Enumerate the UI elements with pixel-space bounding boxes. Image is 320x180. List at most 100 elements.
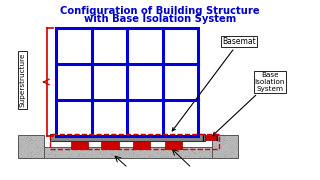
Point: [157, 156, 162, 159]
Point: [52, 155, 58, 158]
Point: [48, 151, 53, 154]
Point: [183, 156, 188, 158]
Point: [21, 135, 27, 138]
Point: [220, 143, 226, 146]
Point: [214, 155, 219, 158]
Point: [52, 154, 57, 156]
Point: [229, 151, 234, 154]
Point: [46, 152, 51, 155]
Point: [222, 150, 228, 153]
Point: [53, 146, 59, 149]
Point: [19, 152, 24, 155]
Point: [76, 151, 82, 154]
Point: [178, 147, 183, 150]
Point: [166, 154, 171, 157]
Point: [63, 151, 68, 154]
Point: [25, 156, 30, 159]
Point: [145, 147, 150, 149]
Point: [220, 138, 226, 141]
Point: [18, 154, 23, 157]
Point: [39, 155, 44, 158]
Point: [141, 150, 147, 153]
Point: [212, 152, 217, 155]
Point: [24, 155, 29, 158]
Point: [110, 151, 115, 154]
Point: [231, 149, 236, 152]
Point: [230, 148, 235, 151]
Point: [146, 155, 151, 158]
Point: [155, 150, 160, 153]
Point: [182, 155, 188, 158]
Point: [39, 136, 44, 139]
Point: [30, 155, 36, 158]
Point: [77, 147, 82, 149]
Point: [77, 154, 82, 157]
Point: [94, 156, 99, 158]
Point: [59, 150, 64, 152]
Point: [108, 152, 114, 155]
Point: [128, 146, 133, 149]
Point: [76, 149, 81, 152]
Bar: [165, 141, 182, 149]
Point: [42, 149, 47, 152]
Point: [27, 143, 32, 146]
Point: [27, 138, 32, 140]
Point: [24, 155, 29, 158]
Point: [131, 150, 136, 153]
Point: [40, 148, 45, 150]
Point: [84, 147, 89, 149]
Point: [98, 152, 103, 155]
Point: [66, 155, 71, 158]
Point: [36, 146, 42, 149]
Point: [154, 155, 159, 158]
Point: [100, 152, 105, 155]
Point: [181, 154, 186, 157]
Point: [224, 139, 229, 142]
Point: [117, 146, 122, 149]
Point: [99, 154, 104, 157]
Point: [213, 146, 219, 149]
Point: [160, 152, 165, 155]
Point: [107, 146, 112, 149]
Point: [188, 152, 193, 154]
Point: [27, 147, 32, 150]
Point: [177, 149, 182, 152]
Point: [19, 145, 24, 148]
Point: [160, 156, 165, 159]
Point: [101, 155, 107, 158]
Point: [29, 155, 35, 158]
Point: [26, 135, 31, 138]
Point: [138, 148, 143, 151]
Point: [82, 147, 87, 150]
Point: [127, 151, 132, 154]
Text: Superstructure: Superstructure: [19, 53, 25, 107]
Point: [158, 155, 164, 158]
Point: [212, 145, 217, 148]
Point: [63, 148, 68, 150]
Point: [97, 150, 102, 152]
Point: [218, 135, 223, 138]
Point: [56, 147, 61, 150]
Point: [220, 156, 225, 159]
Point: [142, 155, 147, 158]
Point: [37, 149, 42, 152]
Text: with Base Isolation System: with Base Isolation System: [84, 14, 236, 24]
Point: [22, 156, 28, 159]
Point: [199, 150, 204, 153]
Point: [88, 154, 93, 156]
Point: [38, 151, 44, 154]
Point: [200, 153, 205, 156]
Bar: [50, 134, 219, 149]
Point: [40, 138, 45, 141]
Point: [148, 154, 153, 157]
Point: [95, 156, 100, 158]
Point: [120, 147, 125, 149]
Point: [38, 152, 43, 155]
Point: [24, 139, 29, 142]
Point: [24, 152, 29, 155]
Point: [109, 153, 114, 156]
Point: [148, 154, 153, 156]
Point: [206, 147, 211, 150]
Point: [23, 137, 28, 140]
Point: [67, 155, 72, 158]
